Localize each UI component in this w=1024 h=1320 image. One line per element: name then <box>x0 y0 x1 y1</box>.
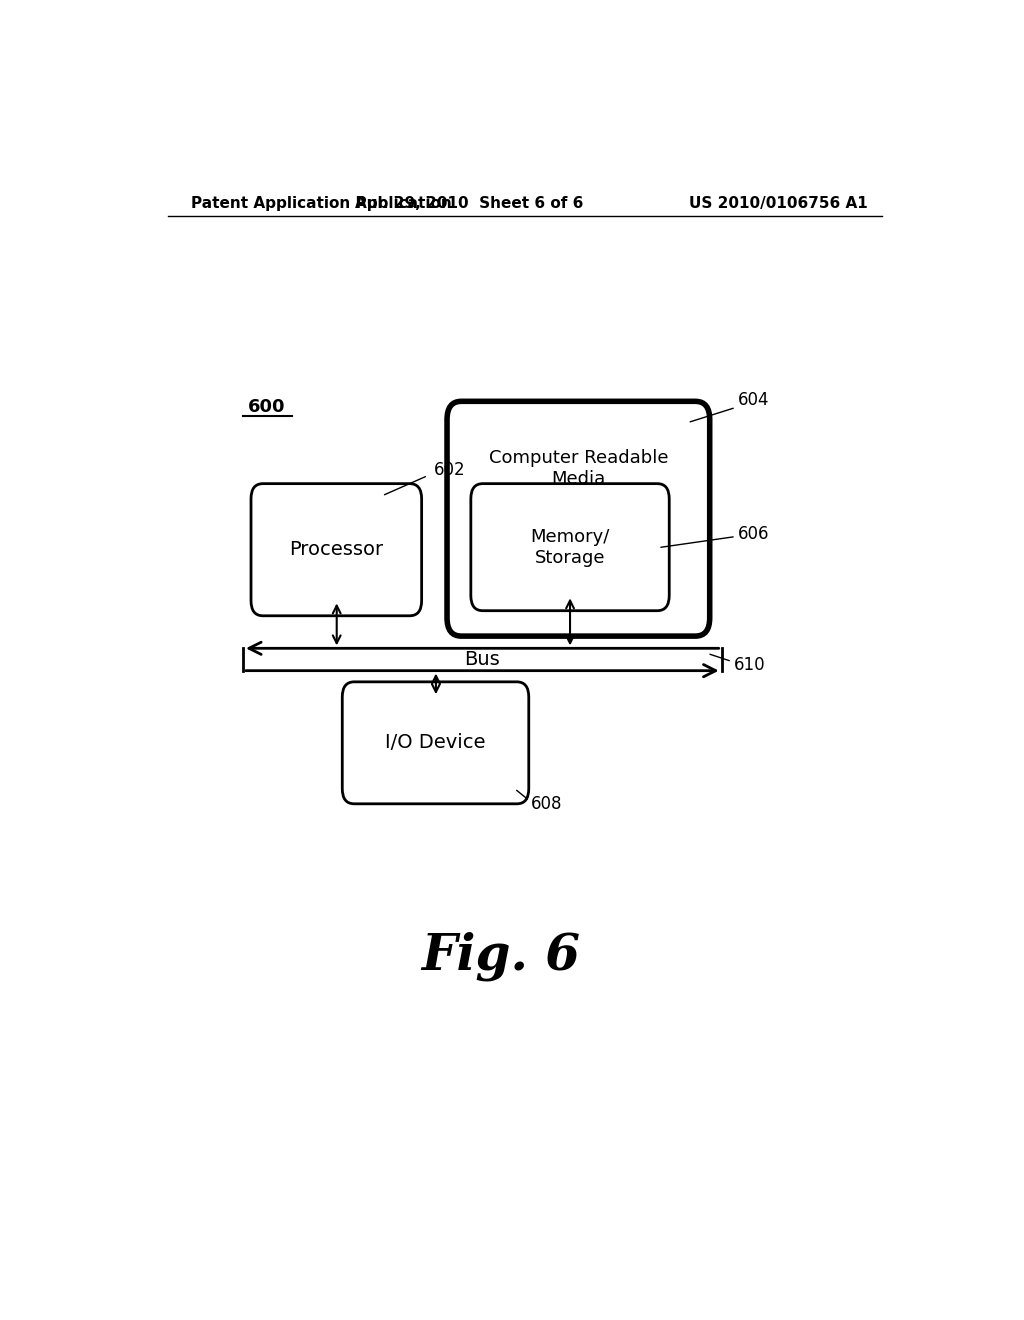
Text: Memory/
Storage: Memory/ Storage <box>530 528 609 566</box>
Text: Patent Application Publication: Patent Application Publication <box>191 195 453 211</box>
Text: 608: 608 <box>531 795 562 813</box>
Text: 600: 600 <box>248 399 286 416</box>
Text: Bus: Bus <box>465 649 500 669</box>
Text: Computer Readable
Media: Computer Readable Media <box>488 449 668 488</box>
FancyBboxPatch shape <box>251 483 422 616</box>
Text: 606: 606 <box>737 525 769 544</box>
FancyBboxPatch shape <box>342 682 528 804</box>
FancyBboxPatch shape <box>447 401 710 636</box>
Text: Apr. 29, 2010  Sheet 6 of 6: Apr. 29, 2010 Sheet 6 of 6 <box>355 195 584 211</box>
Text: Processor: Processor <box>289 540 383 560</box>
Text: Fig. 6: Fig. 6 <box>422 932 581 981</box>
Text: 604: 604 <box>737 391 769 409</box>
FancyBboxPatch shape <box>471 483 670 611</box>
Text: I/O Device: I/O Device <box>385 734 485 752</box>
Text: US 2010/0106756 A1: US 2010/0106756 A1 <box>689 195 868 211</box>
Text: 610: 610 <box>733 656 765 673</box>
Text: 602: 602 <box>433 462 465 479</box>
